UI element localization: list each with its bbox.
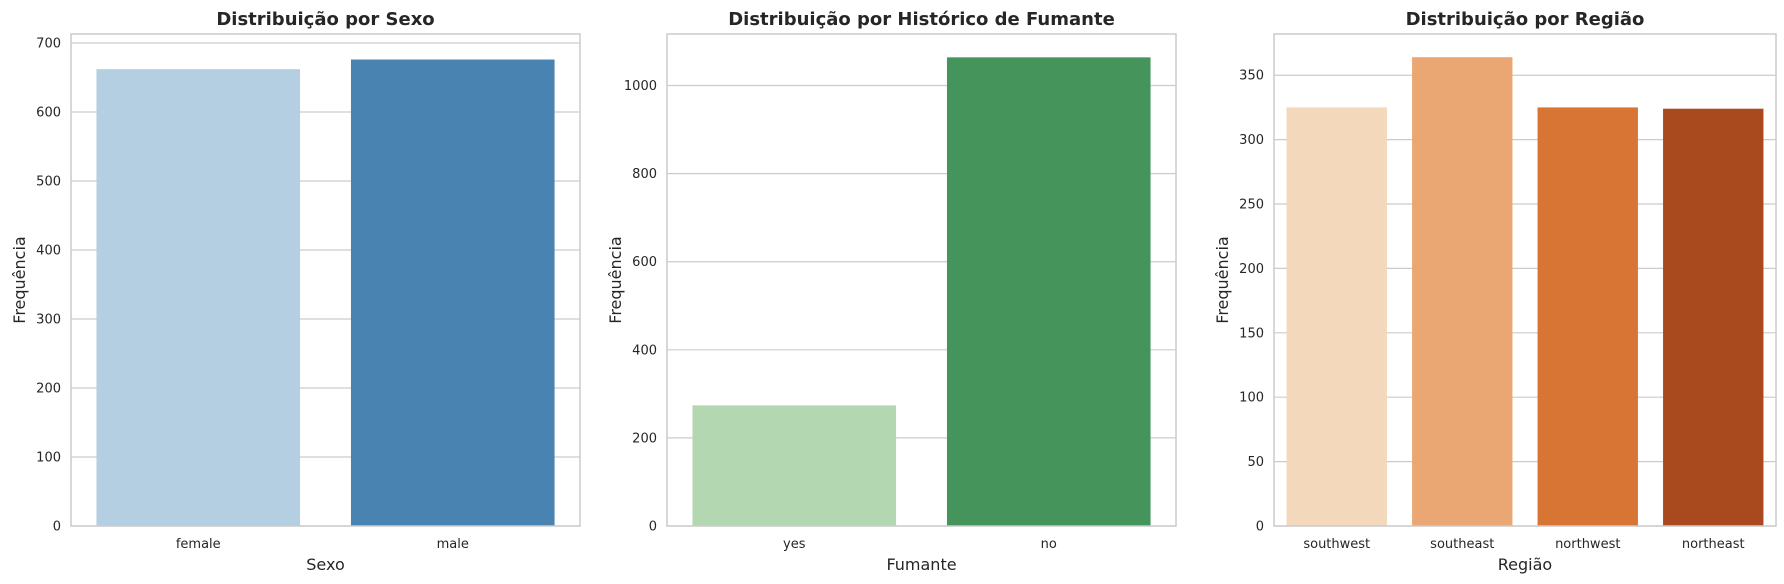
y-tick-label: 400	[36, 243, 61, 258]
chart-title: Distribuição por Histórico de Fumante	[728, 9, 1115, 30]
y-tick-label: 0	[53, 520, 61, 535]
x-tick-label: no	[1041, 537, 1057, 552]
chart-title: Distribuição por Região	[1406, 9, 1645, 30]
y-tick-label: 350	[1239, 69, 1264, 84]
plot-frame	[1273, 33, 1777, 527]
y-tick-label: 50	[1247, 455, 1264, 470]
x-tick-label: northwest	[1555, 537, 1620, 552]
chart-panel-3: 0 50 100 150 200 250 300 350 southwest southeast n…	[1213, 9, 1777, 574]
y-tick-label: 0	[1256, 520, 1264, 535]
bar-female	[96, 69, 301, 527]
y-tick-label: 400	[632, 343, 657, 358]
x-tick-label: female	[176, 537, 221, 552]
y-axis-label: Frequência	[606, 236, 625, 323]
x-tick-label: male	[437, 537, 469, 552]
y-tick-label: 250	[1239, 198, 1264, 213]
chart-panel-1: 0 100 200 300 400 500 600 700 female male Distribu…	[10, 9, 581, 574]
y-tick-label: 150	[1239, 326, 1264, 341]
y-tick-label: 500	[36, 174, 61, 189]
bar-yes	[692, 405, 897, 526]
y-tick-label: 600	[632, 255, 657, 270]
bar-no	[946, 57, 1151, 527]
x-tick-label: southwest	[1303, 537, 1370, 552]
y-tick-label: 300	[1239, 133, 1264, 148]
bar-male	[350, 59, 555, 526]
y-tick-label: 1000	[624, 79, 657, 94]
y-tick-label: 600	[36, 105, 61, 120]
bar-northeast	[1663, 108, 1764, 526]
bar-southwest	[1286, 107, 1387, 527]
y-tick-label: 700	[36, 36, 61, 51]
y-axis-label: Frequência	[10, 236, 29, 323]
x-tick-label: yes	[783, 537, 806, 552]
y-tick-label: 0	[649, 520, 657, 535]
y-tick-label: 100	[36, 450, 61, 465]
plot-frame	[70, 33, 581, 527]
x-tick-label: northeast	[1682, 537, 1745, 552]
x-axis-label: Sexo	[306, 555, 344, 574]
y-tick-label: 200	[1239, 262, 1264, 277]
y-axis-label: Frequência	[1213, 236, 1232, 323]
y-tick-label: 800	[632, 167, 657, 182]
x-tick-label: southeast	[1430, 537, 1494, 552]
bar-northwest	[1537, 107, 1638, 527]
bar-southeast	[1412, 57, 1513, 526]
y-tick-label: 100	[1239, 391, 1264, 406]
chart-title: Distribuição por Sexo	[216, 9, 434, 30]
x-axis-label: Fumante	[886, 555, 956, 574]
y-tick-label: 200	[36, 381, 61, 396]
y-tick-label: 200	[632, 431, 657, 446]
chart-panel-2: 0 200 400 600 800 1000 yes no Distribuição por H…	[606, 9, 1177, 574]
y-tick-label: 300	[36, 312, 61, 327]
x-axis-label: Região	[1498, 555, 1552, 574]
plot-frame	[666, 33, 1177, 527]
